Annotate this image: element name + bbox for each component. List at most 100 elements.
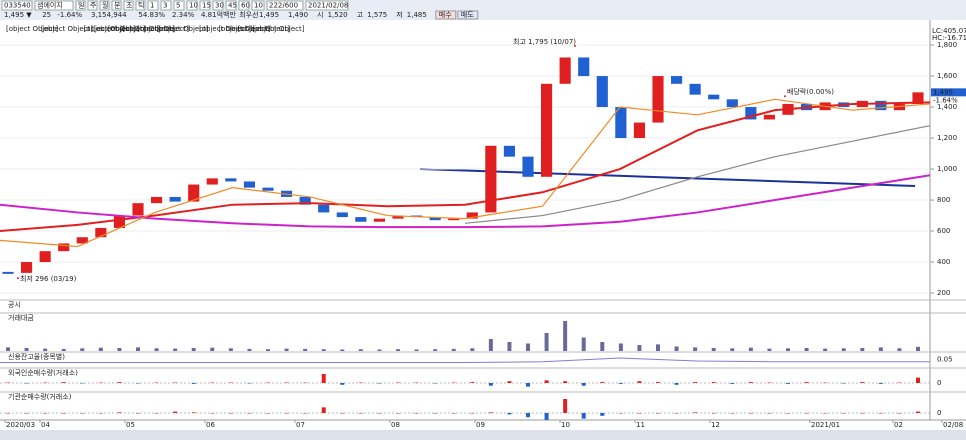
volume-bar (470, 348, 475, 351)
institution-bar (210, 413, 215, 414)
volume-bar (637, 345, 642, 351)
institution-bar (711, 413, 716, 414)
trade-button-label: 매도 (461, 11, 474, 19)
foreign-bar (98, 382, 103, 384)
trade-button[interactable] (435, 10, 457, 20)
period-button-box[interactable] (75, 0, 86, 11)
volume-bar (117, 348, 122, 351)
stock-code: 033540 (4, 2, 31, 10)
date-label: 02 (894, 421, 903, 429)
date-label: 09 (476, 421, 485, 429)
annotation-point (574, 44, 576, 47)
volume-bar (173, 348, 178, 351)
institution-bar (786, 413, 790, 414)
panel-tick: 0 (937, 379, 941, 387)
volume-bar (526, 343, 530, 351)
candle (262, 187, 274, 191)
annotation-point (17, 277, 19, 280)
candle (912, 92, 924, 104)
panel-title: 거래대금 (8, 313, 34, 322)
interval-button: 3 (163, 2, 167, 10)
candle (21, 262, 33, 273)
stock-code-box[interactable] (1, 0, 33, 11)
institution-bar (470, 413, 475, 414)
candle (763, 114, 775, 120)
interval-button-box[interactable] (147, 0, 159, 11)
annotation: 최고 1,795 (10/07) (513, 37, 576, 46)
sub-panels (0, 300, 930, 420)
legend-item: [object Object] (137, 25, 189, 33)
quote-field: 4.81억백만 (201, 10, 236, 19)
foreign-bar (507, 381, 512, 383)
period-button-box[interactable] (87, 0, 98, 11)
interval-button-box[interactable] (238, 0, 250, 11)
interval-button-box[interactable] (212, 0, 224, 11)
panel-title: 신용잔고율(종목별) (8, 352, 65, 361)
institution-bar (228, 413, 233, 414)
legend-item: [object Object] (157, 25, 209, 33)
volume-bar (340, 349, 345, 351)
period-button-box[interactable] (123, 0, 134, 11)
period-button-box[interactable] (99, 0, 110, 11)
candle (225, 178, 237, 182)
interval-button-box[interactable] (225, 0, 237, 11)
volume-bar (136, 347, 140, 351)
y-tick-label: 1,600 (937, 72, 957, 80)
institution-bar (117, 412, 122, 413)
volume-bar (247, 348, 252, 351)
volume-bar (80, 348, 85, 351)
institution-bar (154, 413, 159, 414)
institution-bar (544, 413, 549, 420)
foreign-bar (637, 381, 642, 383)
quote-field: 1,495 ▼ (4, 11, 32, 19)
candle (206, 178, 218, 185)
interval-button-box[interactable] (160, 0, 172, 11)
volume-bar (377, 349, 382, 351)
legend-item: [object Object] (6, 25, 58, 33)
legend-item: [object Object] (93, 25, 145, 33)
annotation-point (784, 95, 786, 98)
volume-bar (61, 348, 66, 351)
foreign-bar (581, 383, 586, 386)
period-button-box[interactable] (135, 0, 146, 11)
foreign-bar (433, 383, 438, 384)
date-label: 06 (206, 421, 215, 429)
moving-average (0, 101, 931, 233)
institution-bar (897, 413, 902, 414)
foreign-bar (823, 382, 828, 384)
interval-button-box[interactable] (199, 0, 211, 11)
institution-bar (563, 399, 568, 413)
date-label: 2021/01 (811, 421, 840, 429)
legend-item: [object Object] (238, 25, 290, 33)
legend-item: [object Object] (252, 25, 304, 33)
annotation: 배당락(0.00%) (787, 87, 834, 96)
legend-item: [object Object] (41, 25, 93, 33)
volume-bar (600, 342, 605, 351)
institution-bar (266, 413, 270, 414)
stock-name: 샘에이지 (37, 1, 63, 10)
foreign-bar (191, 383, 196, 384)
interval-button-box[interactable] (186, 0, 198, 11)
scale-info: LC:405.07 (932, 27, 966, 35)
volume-bar (210, 347, 215, 351)
trade-button[interactable] (457, 10, 479, 20)
foreign-bar (396, 382, 400, 384)
stock-name-box[interactable] (34, 0, 74, 11)
volume-bar (711, 348, 716, 351)
foreign-bar (804, 382, 809, 383)
date-label: 07 (296, 421, 305, 429)
date-box[interactable] (305, 0, 349, 11)
interval-button: 15 (202, 2, 211, 10)
scrollbar[interactable] (0, 430, 966, 440)
foreign-bar (80, 383, 85, 384)
candle (633, 122, 645, 139)
interval-button-box[interactable] (173, 0, 185, 11)
period-button: 월 (102, 1, 108, 10)
quote-field: 3,154,944 (91, 11, 127, 19)
candle (485, 145, 497, 213)
institution-bar (43, 413, 48, 414)
count-box[interactable] (251, 0, 265, 11)
candle (559, 57, 571, 84)
period-button-box[interactable] (111, 0, 122, 11)
institution-bar (191, 412, 196, 413)
